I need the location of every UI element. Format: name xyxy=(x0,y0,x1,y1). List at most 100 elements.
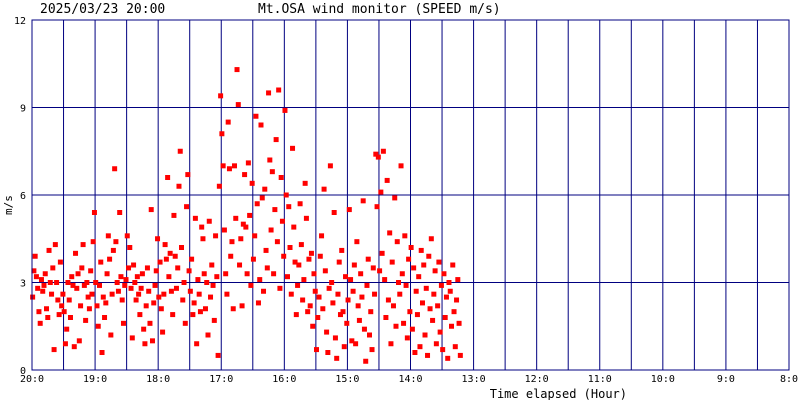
data-point xyxy=(131,262,137,268)
data-point xyxy=(62,341,68,347)
data-point xyxy=(383,315,389,320)
data-point xyxy=(234,67,240,73)
data-point xyxy=(311,271,317,277)
data-point xyxy=(75,271,81,277)
data-point xyxy=(337,312,343,318)
data-point xyxy=(95,323,101,329)
data-point xyxy=(407,309,413,315)
data-point xyxy=(179,245,185,250)
data-point xyxy=(162,242,168,248)
data-point xyxy=(378,189,384,195)
data-point xyxy=(141,326,147,332)
data-point xyxy=(176,183,182,189)
data-point xyxy=(128,285,134,291)
data-point xyxy=(382,277,388,283)
data-point xyxy=(250,256,256,262)
data-point xyxy=(356,317,362,323)
y-tick-label: 0 xyxy=(20,366,26,377)
data-point xyxy=(375,154,381,160)
data-point xyxy=(443,294,449,300)
data-point xyxy=(90,239,96,245)
chart-datetime: 2025/03/23 20:00 xyxy=(40,2,165,17)
data-point xyxy=(252,233,258,239)
data-point xyxy=(215,352,221,358)
data-point xyxy=(32,253,38,259)
data-point xyxy=(138,285,144,291)
data-point xyxy=(406,256,412,262)
data-point xyxy=(290,145,296,151)
data-point xyxy=(49,291,55,297)
data-point xyxy=(345,297,351,303)
data-point xyxy=(426,253,432,259)
data-point xyxy=(238,236,244,242)
data-point xyxy=(143,303,149,309)
data-point xyxy=(418,247,424,253)
data-point xyxy=(126,265,132,271)
y-tick-labels: 0 3 6 9 12 xyxy=(14,16,26,377)
data-point xyxy=(171,212,177,218)
data-point xyxy=(370,265,376,271)
data-point xyxy=(206,218,212,224)
data-point xyxy=(421,262,427,268)
data-point xyxy=(99,350,105,355)
data-point xyxy=(454,297,460,303)
data-point xyxy=(379,250,385,256)
data-point xyxy=(59,303,65,309)
data-point xyxy=(346,207,352,213)
data-point xyxy=(85,294,91,300)
data-point xyxy=(151,300,157,306)
data-point xyxy=(389,259,395,265)
data-point xyxy=(247,212,253,218)
data-point xyxy=(86,306,92,312)
data-point xyxy=(56,312,62,318)
data-point xyxy=(300,297,306,303)
data-point xyxy=(261,288,267,294)
data-point xyxy=(417,344,423,350)
data-point xyxy=(273,137,279,143)
data-point xyxy=(291,224,297,230)
data-point xyxy=(30,294,36,300)
data-point xyxy=(257,277,263,283)
data-point xyxy=(149,338,155,344)
data-point xyxy=(139,271,145,277)
data-point xyxy=(200,236,206,242)
data-point xyxy=(432,268,438,274)
data-point xyxy=(284,274,290,280)
data-point xyxy=(134,274,140,280)
data-point xyxy=(413,288,419,294)
x-tick-label: 14:0 xyxy=(398,374,422,385)
data-point xyxy=(334,355,340,361)
data-point xyxy=(392,195,398,201)
data-point xyxy=(69,274,75,280)
data-point xyxy=(157,259,163,265)
data-point xyxy=(45,315,51,320)
data-point xyxy=(316,294,322,300)
y-axis-label: m/s xyxy=(2,195,15,215)
data-point xyxy=(312,288,318,294)
data-point xyxy=(320,306,326,312)
data-point xyxy=(102,315,108,320)
data-point xyxy=(286,204,292,210)
data-point xyxy=(411,265,417,271)
data-point xyxy=(214,274,220,280)
x-tick-label: 15:0 xyxy=(335,374,359,385)
data-point xyxy=(449,323,455,329)
data-point xyxy=(172,253,178,259)
data-point xyxy=(264,265,270,271)
data-point xyxy=(213,233,219,239)
x-axis-label: Time elapsed (Hour) xyxy=(490,387,627,400)
x-tick-label: 17:0 xyxy=(209,374,233,385)
data-point xyxy=(321,186,327,192)
data-point xyxy=(355,303,361,309)
data-point xyxy=(452,344,458,350)
x-tick-label: 13:0 xyxy=(462,374,486,385)
data-point xyxy=(170,312,176,318)
data-point xyxy=(419,300,425,306)
y-tick-label: 12 xyxy=(14,16,26,27)
data-point xyxy=(412,350,418,355)
data-point xyxy=(384,177,390,183)
data-point xyxy=(67,315,73,320)
data-point xyxy=(324,329,330,335)
data-point xyxy=(245,160,251,166)
data-point xyxy=(403,282,409,288)
